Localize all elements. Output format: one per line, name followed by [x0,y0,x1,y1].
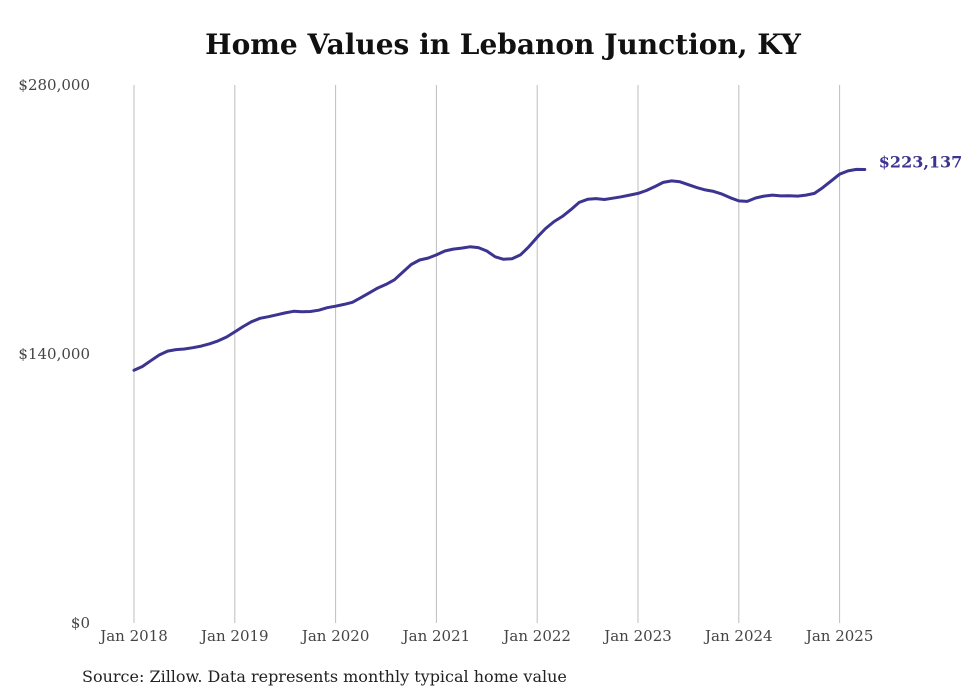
x-tick-label: Jan 2019 [199,627,269,645]
series: $223,137 [132,153,963,372]
chart-title: Home Values in Lebanon Junction, KY [205,28,801,61]
y-tick-label: $280,000 [18,76,90,94]
x-tick-label: Jan 2024 [703,627,773,645]
x-tick-label: Jan 2021 [401,627,471,645]
y-tick-label: $0 [71,614,90,632]
series-line [132,167,867,372]
y-tick-label: $140,000 [18,345,90,363]
gridlines [133,85,841,623]
x-axis: Jan 2018 Jan 2019 Jan 2020 Jan 2021 Jan 2022… [98,627,873,645]
x-tick-label: Jan 2020 [300,627,370,645]
x-tick-label: Jan 2018 [98,627,168,645]
source-note: Source: Zillow. Data represents monthly … [82,667,567,686]
x-tick-label: Jan 2022 [501,627,571,645]
x-tick-label: Jan 2025 [804,627,874,645]
y-axis: $0 $140,000 $280,000 [18,76,90,632]
x-tick-label: Jan 2023 [602,627,672,645]
end-value-label: $223,137 [879,153,963,172]
